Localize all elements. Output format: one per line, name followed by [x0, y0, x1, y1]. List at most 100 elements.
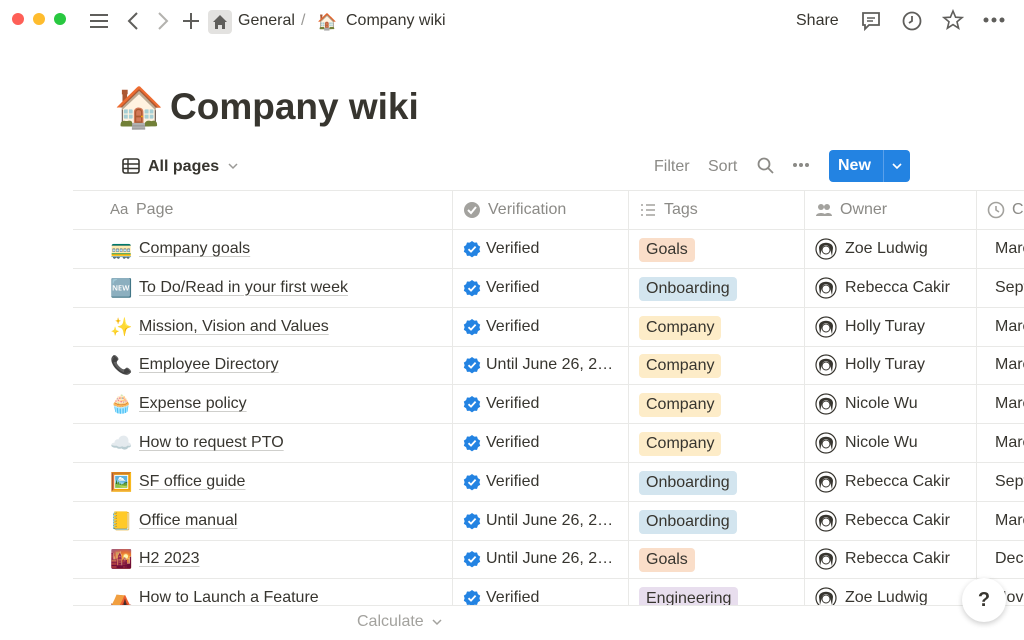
page-link[interactable]: Mission, Vision and Values: [139, 317, 329, 335]
tag: Company: [639, 354, 722, 379]
column-name[interactable]: Owner: [840, 201, 888, 218]
tag: Onboarding: [639, 276, 737, 301]
table-row[interactable]: ⛺ How to Launch a Feature Verified Engineer…: [73, 579, 1024, 606]
page-link[interactable]: Company goals: [139, 240, 251, 257]
breadcrumb-page[interactable]: Company wiki: [346, 12, 446, 29]
verified-badge: [463, 356, 481, 374]
table-cell: Company: [629, 424, 805, 462]
sort-button[interactable]: Sort: [708, 158, 738, 175]
history-icon[interactable]: [901, 10, 923, 32]
table-row[interactable]: ☁️ How to request PTO Verified Company Nicol…: [73, 424, 1024, 463]
table-cell: Marc: [977, 424, 1024, 462]
add-icon[interactable]: [181, 11, 201, 31]
column-name[interactable]: Verification: [488, 201, 567, 218]
tag: Onboarding: [639, 509, 737, 534]
new-button[interactable]: New: [829, 150, 910, 182]
column-name[interactable]: Tags: [664, 201, 698, 218]
table-cell: Verified: [453, 579, 629, 606]
home-icon[interactable]: [208, 10, 232, 34]
table-row[interactable]: 🖼️ SF office guide Verified Onboarding Rebec…: [73, 462, 1024, 502]
page-link[interactable]: Employee Directory: [139, 356, 279, 374]
verification-status: Until June 26, 2…: [486, 356, 614, 374]
page-icon: 🌇: [110, 549, 133, 570]
table-row[interactable]: 🆕 To Do/Read in your first week Verified On…: [73, 268, 1024, 308]
page-icon: ⛺: [110, 588, 133, 606]
date: Marc: [995, 317, 1024, 335]
verified-badge: [463, 395, 481, 413]
owner-name: Holly Turay: [845, 356, 926, 374]
share-button[interactable]: Share: [796, 12, 839, 29]
table-row[interactable]: 📒 Office manual Until June 26, 2… Onboardin…: [73, 501, 1024, 541]
table-row[interactable]: 🚃 Company goals Verified Goals Zoe Ludwig Mar…: [73, 230, 1024, 269]
table-row[interactable]: ✨ Mission, Vision and Values Verified Compa…: [73, 307, 1024, 347]
menu-icon[interactable]: [88, 11, 110, 31]
page-link[interactable]: To Do/Read in your first week: [139, 278, 348, 296]
page-link[interactable]: H2 2023: [139, 550, 200, 568]
page-link[interactable]: How to request PTO: [139, 434, 284, 451]
new-chevron[interactable]: [892, 162, 902, 170]
table-row[interactable]: 📞 Employee Directory Until June 26, 2… Comp…: [73, 346, 1024, 386]
comments-icon[interactable]: [860, 10, 882, 32]
minimize-button[interactable]: [33, 13, 45, 25]
column-name[interactable]: C: [1012, 201, 1024, 218]
column-header: Verification: [453, 191, 629, 229]
table-cell: 📒 Office manual: [73, 501, 453, 540]
verified-badge: [463, 473, 481, 491]
back-icon[interactable]: [126, 11, 140, 31]
table-cell: Until June 26, 2…: [453, 346, 629, 385]
tag: Goals: [639, 238, 695, 262]
tag: Company: [639, 315, 722, 340]
verified-badge: [463, 550, 481, 568]
page-link[interactable]: SF office guide: [139, 472, 246, 490]
zoom-button[interactable]: [54, 13, 66, 25]
column-type-icon: [641, 204, 655, 216]
verification-status: Verified: [486, 395, 540, 413]
filter-button[interactable]: Filter: [654, 158, 690, 175]
table-cell: Marc: [977, 502, 1024, 540]
column-type-icon: [987, 201, 1005, 219]
table-cell: Nicole Wu: [805, 385, 977, 424]
page-link[interactable]: How to Launch a Feature: [139, 589, 319, 606]
forward-icon[interactable]: [156, 11, 170, 31]
owner-avatar: [815, 277, 837, 299]
page-link[interactable]: Expense policy: [139, 395, 247, 413]
table-cell: Onboarding: [629, 268, 805, 307]
page-icon[interactable]: 🏠: [114, 86, 164, 130]
owner-avatar: [815, 587, 837, 606]
owner-name: Holly Turay: [845, 317, 926, 335]
calculate-button[interactable]: Calculate: [357, 613, 424, 630]
table-cell: ☁️ How to request PTO: [73, 424, 453, 462]
date: Marc: [995, 434, 1024, 451]
favorite-icon[interactable]: [942, 9, 964, 31]
view-name[interactable]: All pages: [148, 158, 220, 175]
table-cell: Zoe Ludwig: [805, 579, 977, 606]
page-link[interactable]: Office manual: [139, 511, 238, 529]
table-cell: Sept: [977, 463, 1024, 501]
view-more-icon[interactable]: [792, 162, 810, 168]
table-row[interactable]: 🌇 H2 2023 Until June 26, 2… Goals Rebecca Ca…: [73, 540, 1024, 580]
owner-avatar: [815, 548, 837, 570]
table-cell: Holly Turay: [805, 346, 977, 385]
breadcrumb-icon: 🏠: [317, 14, 337, 31]
tag: Onboarding: [639, 470, 737, 495]
calculate-chevron[interactable]: [432, 618, 442, 626]
more-icon[interactable]: [982, 16, 1006, 24]
help-button[interactable]: ?: [962, 578, 1006, 622]
column-name[interactable]: Page: [136, 201, 174, 218]
table-row[interactable]: 🧁 Expense policy Verified Company Nicole Wu M…: [73, 385, 1024, 425]
owner-avatar: [815, 315, 837, 338]
breadcrumb-workspace[interactable]: General: [238, 12, 295, 29]
tag: Goals: [639, 548, 695, 573]
search-icon[interactable]: [757, 157, 775, 175]
owner-avatar: [815, 471, 837, 493]
view-chevron[interactable]: [228, 162, 238, 170]
table-cell: Company: [629, 346, 805, 385]
page-icon: 📞: [110, 355, 133, 376]
owner-avatar: [815, 432, 837, 454]
page-title: Company wiki: [170, 86, 419, 127]
table-cell: Engineering: [629, 579, 805, 606]
footer-divider: [73, 605, 1024, 606]
owner-avatar: [815, 354, 837, 376]
table-cell: Company: [629, 307, 805, 346]
close-button[interactable]: [12, 13, 24, 25]
